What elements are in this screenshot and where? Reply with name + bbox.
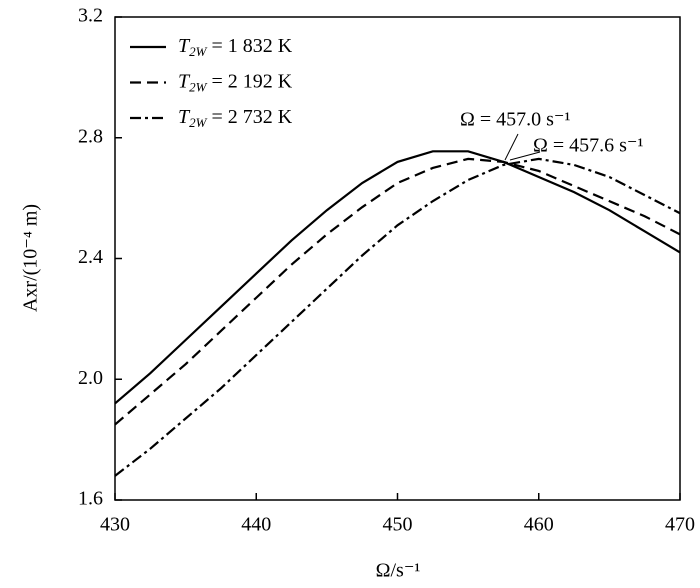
x-tick-label: 430 [100, 514, 130, 536]
data-line [114, 157, 681, 477]
y-tick-label: 3.2 [78, 5, 103, 27]
x-tick-label: 460 [524, 514, 554, 536]
data-line [114, 157, 681, 426]
legend-label: T2W = 2 192 K [178, 70, 293, 94]
data-line [114, 150, 681, 405]
x-tick-label: 440 [241, 514, 271, 536]
y-axis-label: Axr/(10⁻⁴ m) [20, 204, 42, 312]
y-tick-label: 2.4 [78, 246, 103, 268]
legend-label: T2W = 1 832 K [178, 35, 293, 59]
annotation: Ω = 457.6 s⁻¹ [533, 135, 643, 157]
y-tick-label: 2.8 [78, 125, 103, 147]
x-axis-label: Ω/s⁻¹ [376, 560, 421, 582]
leader-line [504, 133, 519, 161]
y-tick-label: 1.6 [78, 488, 103, 510]
y-tick-label: 2.0 [78, 367, 103, 389]
x-tick-label: 470 [665, 514, 695, 536]
legend-label: T2W = 2 732 K [178, 106, 293, 130]
annotation: Ω = 457.0 s⁻¹ [460, 109, 570, 131]
x-tick-label: 450 [383, 514, 413, 536]
leader-line [509, 151, 541, 161]
